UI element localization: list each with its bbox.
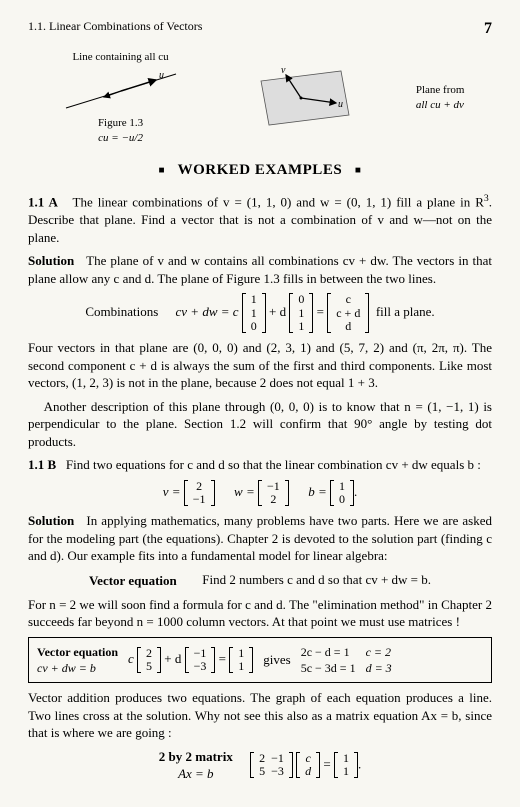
box-title: Vector equation — [37, 644, 118, 660]
vector-equation-box: Vector equation cv + dw = b c 25 + d −1−… — [28, 637, 492, 683]
fig-left-caption: Line containing all cu — [56, 50, 186, 65]
section-title: ■ WORKED EXAMPLES ■ — [28, 160, 492, 180]
fig-left-mid: Figure 1.3 — [56, 116, 186, 131]
example-label: 1.1 B — [28, 457, 56, 472]
solution-label: Solution — [28, 253, 74, 268]
square-icon: ■ — [159, 165, 166, 176]
solution-text: The plane of v and w contains all combin… — [28, 253, 492, 286]
comb-label: Combinations — [85, 303, 158, 321]
solution-1b: Solution In applying mathematics, many p… — [28, 512, 492, 565]
square-icon: ■ — [355, 165, 362, 176]
box-equation: c 25 + d −1−3 = 11 — [128, 647, 253, 673]
solution-label: Solution — [28, 513, 74, 528]
example-1a: 1.1 A The linear combinations of v = (1,… — [28, 192, 492, 246]
four-vectors-para: Four vectors in that plane are (0, 0, 0)… — [28, 339, 492, 392]
fig-right-sub: all cu + dv — [416, 98, 465, 113]
w-label: w = — [234, 484, 255, 499]
vector-eq-text: Find 2 numbers c and d so that cv + dw =… — [202, 572, 431, 587]
box-gives: gives — [263, 651, 290, 669]
worked-examples-label: WORKED EXAMPLES — [178, 162, 343, 178]
figure-right-caption: Plane from all cu + dv — [416, 83, 465, 113]
example-text-1: The linear combinations of v = (1, 1, 0)… — [73, 195, 484, 210]
combination-equation: Combinations cv + dw = c 110 + d 011 = c… — [28, 293, 492, 333]
figure-row: Line containing all cu u Figure 1.3 cu =… — [28, 50, 492, 147]
box-answers: c = 2 d = 3 — [366, 644, 392, 676]
svg-text:u: u — [159, 70, 164, 81]
example-1b: 1.1 B Find two equations for c and d so … — [28, 456, 492, 474]
example-label: 1.1 A — [28, 195, 58, 210]
eq-sign: = — [317, 304, 324, 319]
plane-diagram: u v — [241, 63, 361, 133]
page-number: 7 — [484, 18, 492, 40]
section-label: 1.1. Linear Combinations of Vectors — [28, 18, 202, 40]
example-1b-text: Find two equations for c and d so that t… — [66, 457, 481, 472]
line-diagram: u — [56, 66, 186, 116]
fig-left-eq: cu = −u/2 — [56, 131, 186, 146]
plus-d: + d — [269, 304, 286, 319]
comb-tail: fill a plane. — [376, 304, 435, 319]
page-header: 1.1. Linear Combinations of Vectors 7 — [28, 18, 492, 40]
v-label: v = — [163, 484, 181, 499]
solution-1a: Solution The plane of v and w contains a… — [28, 252, 492, 287]
box-sub: cv + dw = b — [37, 660, 118, 676]
box-system: 2c − d = 1 5c − 3d = 1 — [301, 644, 356, 676]
fig-right-top: Plane from — [416, 83, 465, 98]
mat-labels: 2 by 2 matrix Ax = b — [159, 748, 233, 783]
svg-text:v: v — [281, 65, 286, 76]
vector-eq-label: Vector equation — [89, 572, 199, 590]
another-desc-para: Another description of this plane throug… — [28, 398, 492, 451]
box-left-labels: Vector equation cv + dw = b — [37, 644, 118, 676]
n2-para: For n = 2 we will soon find a formula fo… — [28, 596, 492, 631]
svg-text:u: u — [338, 99, 343, 110]
solution-1b-text: In applying mathematics, many problems h… — [28, 513, 492, 563]
comb-expr: cv + dw = c — [176, 304, 239, 319]
vector-defs: v = 2−1 w = −12 b = 10. — [28, 480, 492, 506]
b-label: b = — [308, 484, 327, 499]
vector-equation-line: Vector equation Find 2 numbers c and d s… — [28, 571, 492, 590]
figure-left: Line containing all cu u Figure 1.3 cu =… — [56, 50, 186, 147]
matrix-equation: 2 by 2 matrix Ax = b 2−1 5−3 cd = 11. — [28, 748, 492, 783]
figure-right: u v — [241, 63, 361, 133]
vector-addition-para: Vector addition produces two equations. … — [28, 689, 492, 742]
